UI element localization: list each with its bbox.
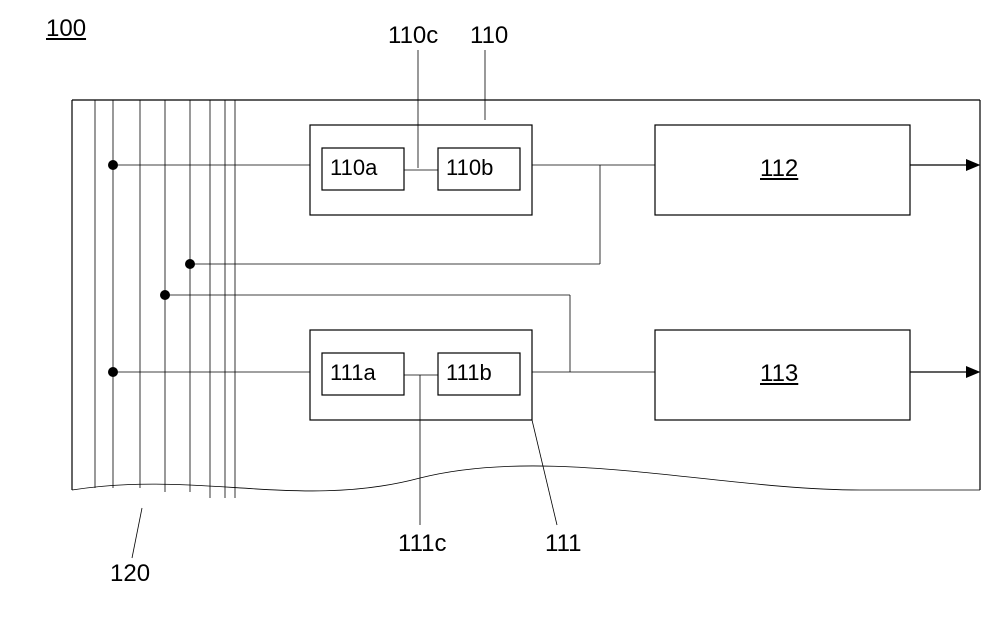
label-111a: 111a xyxy=(330,360,376,386)
label-112: 112 xyxy=(760,155,798,183)
label-120: 120 xyxy=(110,560,150,588)
label-111b: 111b xyxy=(446,360,492,386)
label-110c: 110c xyxy=(388,22,438,50)
label-110a: 110a xyxy=(330,155,377,181)
diagram-container: 100 120 110 110c 110a 110b 111 111c 111a… xyxy=(0,0,1000,620)
label-100: 100 xyxy=(46,15,86,43)
label-111c: 111c xyxy=(398,530,446,558)
label-111: 111 xyxy=(545,530,581,558)
label-110b: 110b xyxy=(446,155,493,181)
label-113: 113 xyxy=(760,360,798,388)
diagram-svg xyxy=(0,0,1000,620)
label-110: 110 xyxy=(470,22,508,50)
